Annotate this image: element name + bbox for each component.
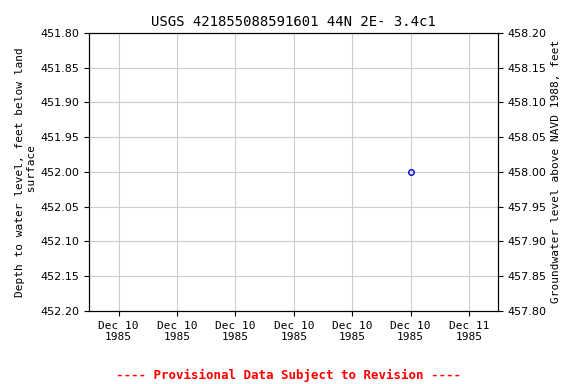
Y-axis label: Depth to water level, feet below land
 surface: Depth to water level, feet below land su… xyxy=(15,47,37,297)
Y-axis label: Groundwater level above NAVD 1988, feet: Groundwater level above NAVD 1988, feet xyxy=(551,40,561,303)
Text: ---- Provisional Data Subject to Revision ----: ---- Provisional Data Subject to Revisio… xyxy=(116,369,460,382)
Title: USGS 421855088591601 44N 2E- 3.4c1: USGS 421855088591601 44N 2E- 3.4c1 xyxy=(151,15,436,29)
